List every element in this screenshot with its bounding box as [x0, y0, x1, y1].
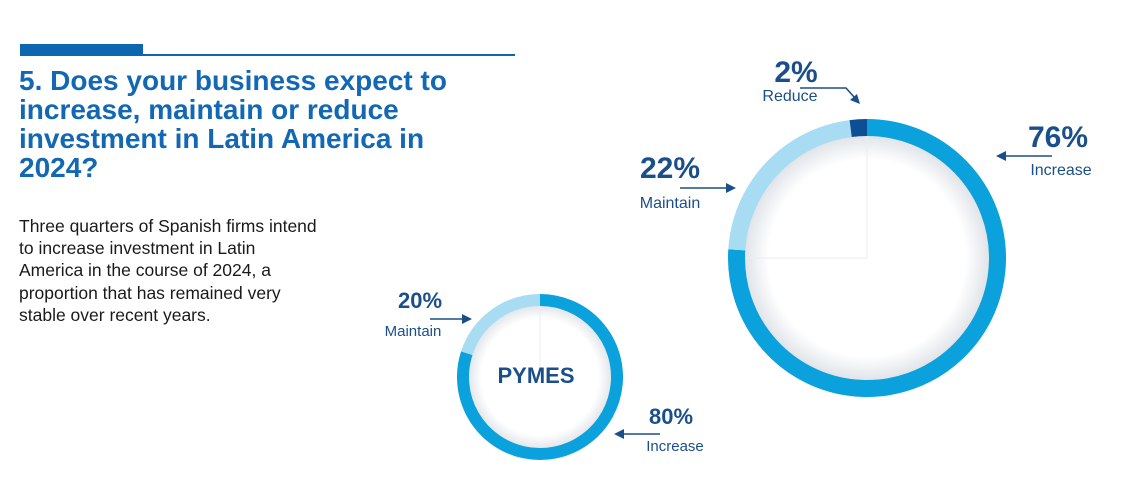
large-donut-segment-increase — [728, 119, 1006, 397]
small-donut: PYMES 20% Maintain 80% Increase — [385, 288, 704, 460]
large-donut-segment-reduce — [849, 119, 868, 137]
question-title: 5. Does your business expect to increase… — [19, 66, 459, 182]
header-rule — [20, 54, 515, 56]
large-reduce-label: Reduce — [762, 88, 817, 105]
small-increase-label: Increase — [646, 438, 704, 455]
large-increase-value: 76% — [1028, 121, 1088, 154]
small-maintain-arrow — [430, 314, 472, 324]
small-increase-arrow — [614, 429, 660, 439]
large-maintain-arrow — [680, 183, 736, 193]
large-increase-arrow — [996, 151, 1052, 161]
small-maintain-label: Maintain — [385, 323, 442, 340]
large-reduce-arrow — [800, 87, 860, 104]
small-increase-value: 80% — [649, 404, 693, 429]
large-donut-segment-maintain — [728, 120, 852, 251]
small-donut-segment-maintain — [461, 294, 541, 356]
pymes-center-label: PYMES — [497, 363, 574, 388]
large-reduce-value: 2% — [774, 56, 817, 89]
description-text: Three quarters of Spanish firms intend t… — [19, 216, 317, 325]
large-maintain-value: 22% — [640, 152, 700, 185]
header-accent-bar — [20, 44, 143, 56]
large-maintain-label: Maintain — [640, 195, 700, 212]
small-donut-segment-increase — [457, 294, 623, 460]
question-text: Does your business expect to increase, m… — [19, 65, 447, 183]
small-maintain-value: 20% — [398, 288, 442, 313]
large-donut: 76% Increase 22% Maintain 2% Reduce — [640, 56, 1092, 397]
question-number: 5. — [19, 65, 43, 96]
large-increase-label: Increase — [1030, 162, 1091, 179]
